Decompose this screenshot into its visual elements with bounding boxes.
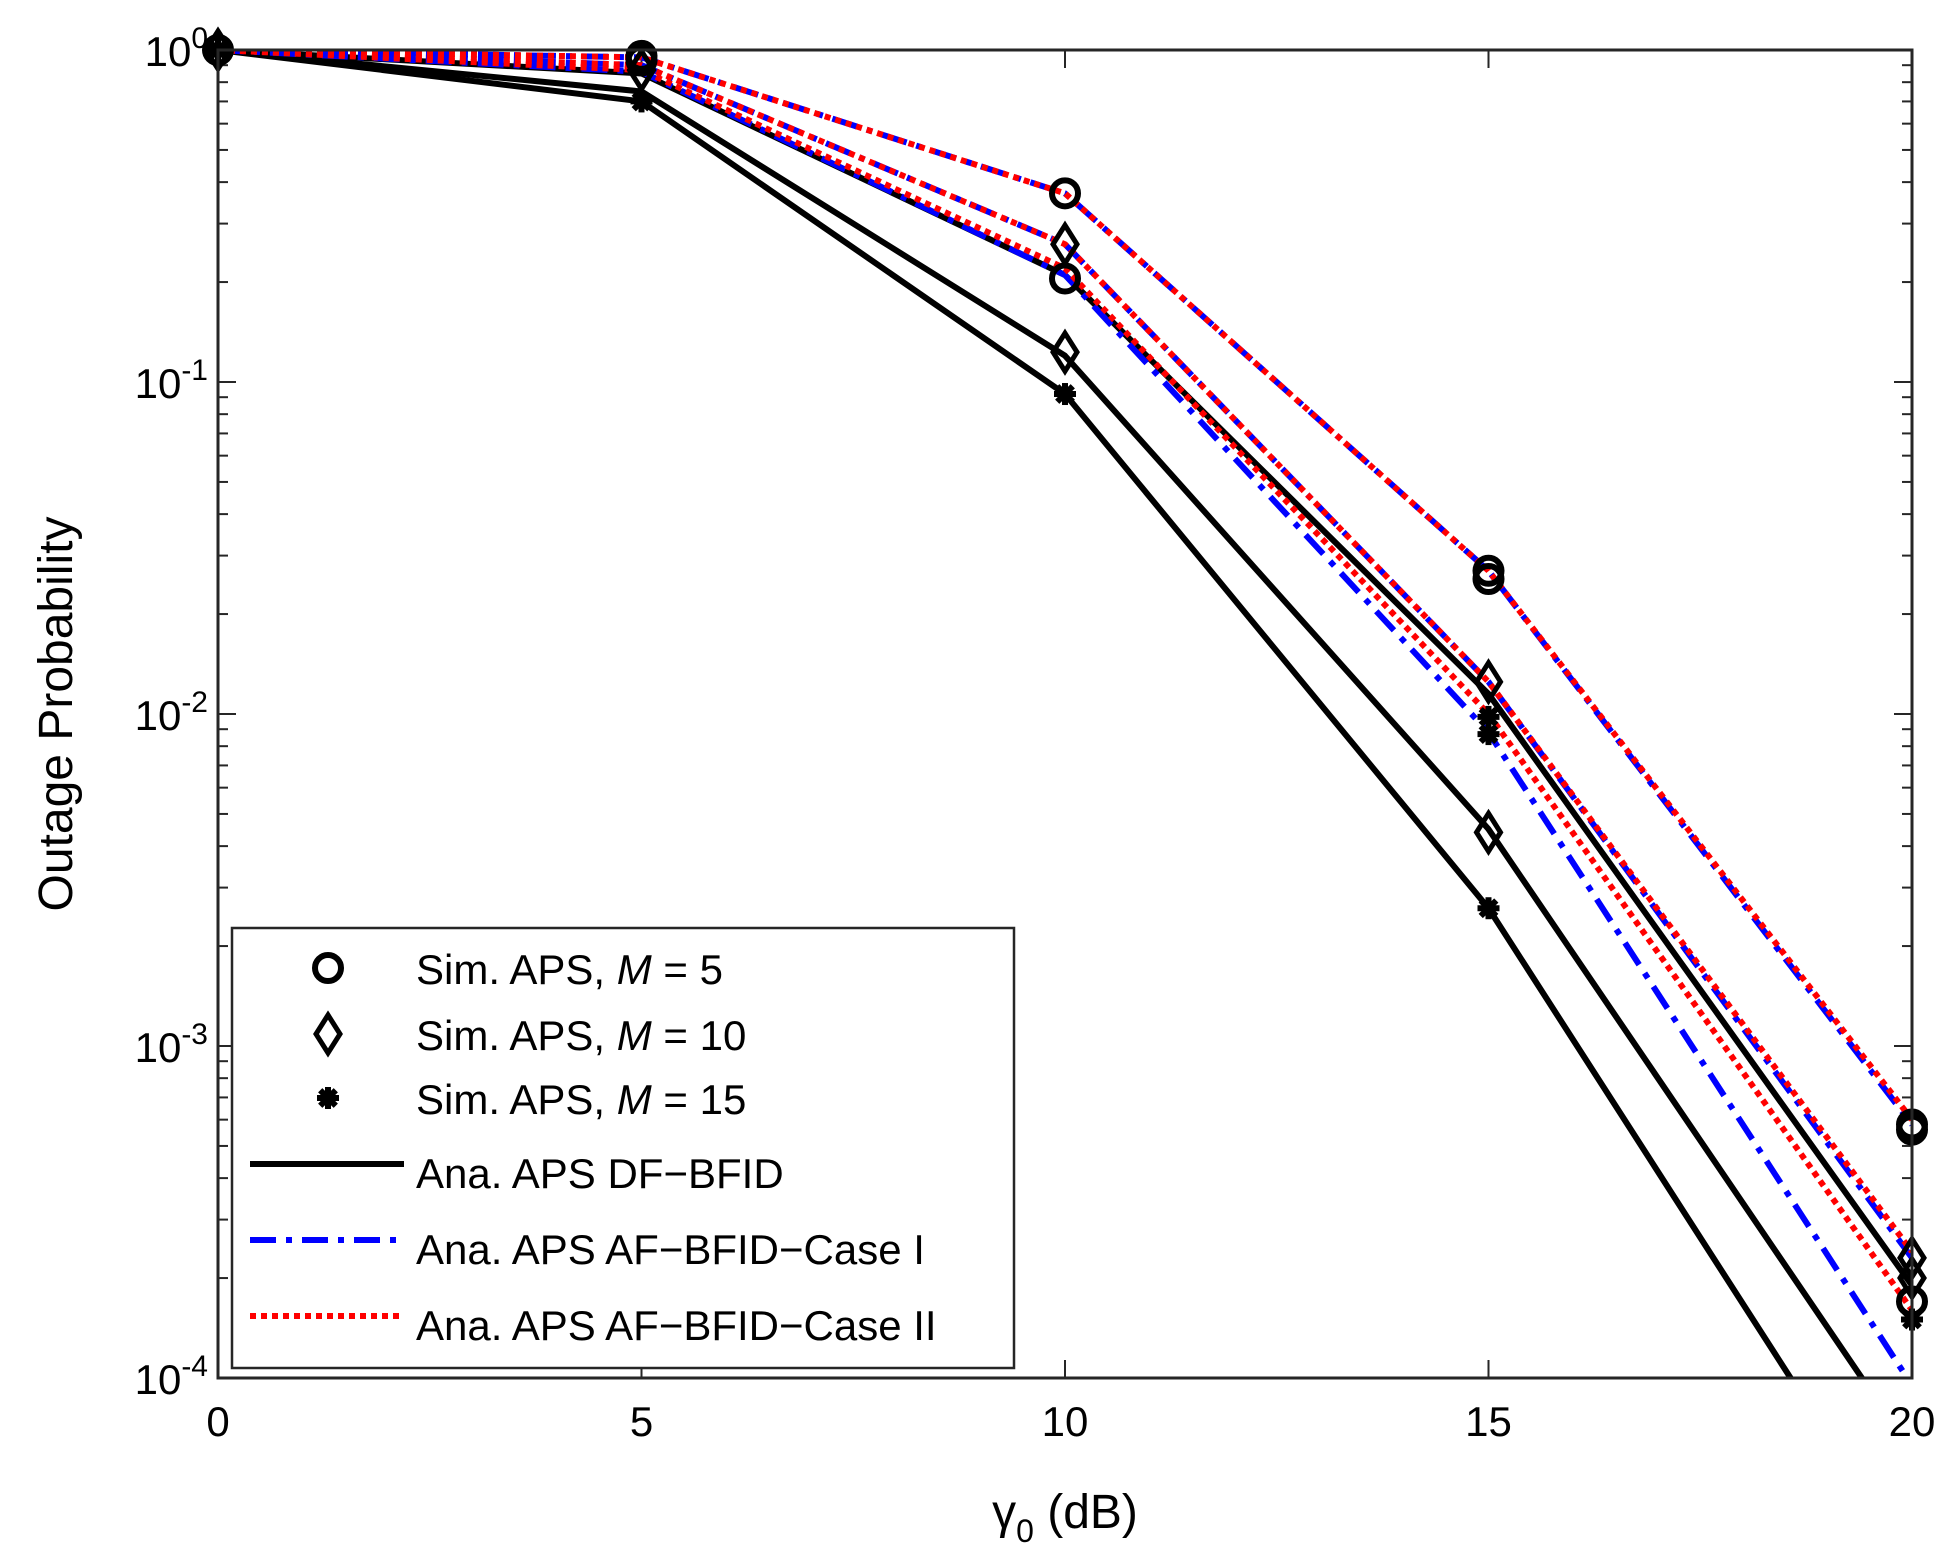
x-tick-label: 20	[1889, 1398, 1936, 1445]
y-tick-label: 10-4	[135, 1350, 208, 1403]
legend-symbol-asterisk	[317, 1087, 339, 1109]
marker-diamond	[1050, 220, 1080, 268]
y-tick-label: 10-2	[135, 686, 208, 739]
series-line-6	[218, 50, 1912, 1122]
series-line-1	[218, 50, 1866, 1378]
y-axis-title: Outage Probability	[30, 517, 83, 912]
marker-asterisk	[1054, 383, 1076, 406]
x-tick-label: 0	[206, 1398, 229, 1445]
legend-label-4: Ana. APS AF−BFID−Case I	[416, 1226, 925, 1273]
series-line-3	[218, 50, 1912, 1127]
marker-diamond	[1473, 658, 1504, 706]
x-axis-symbol: γ	[992, 1486, 1016, 1539]
marker-asterisk	[1477, 897, 1500, 920]
series-line-7	[218, 50, 1912, 1254]
marker-asterisk	[630, 90, 653, 113]
marker-diamond	[1050, 328, 1080, 376]
legend-label-1: Sim. APS, M = 10	[416, 1012, 746, 1059]
marker-asterisk	[1477, 723, 1500, 746]
y-tick-label: 10-1	[135, 354, 208, 407]
x-axis-subscript: 0	[1016, 1513, 1034, 1549]
y-tick-label: 10-3	[135, 1018, 208, 1071]
series-lines	[218, 50, 1912, 1378]
legend-symbol-diamond	[313, 1010, 343, 1058]
legend: Sim. APS, M = 5 Sim. APS, M = 10 Sim. APS,…	[230, 926, 1016, 1370]
series-line-5	[218, 50, 1911, 1378]
marker-circle	[1049, 177, 1081, 210]
x-tick-labels: 0 5 10 15 20	[206, 1398, 1935, 1445]
y-tick-labels: 10-4 10-3 10-2 10-1 100	[135, 22, 208, 1403]
marker-diamond	[626, 46, 657, 94]
x-tick-label: 15	[1465, 1398, 1512, 1445]
x-tick-label: 10	[1042, 1398, 1089, 1445]
x-axis-title: γ0 (dB)	[992, 1486, 1138, 1549]
legend-label-2: Sim. APS, M = 15	[416, 1076, 746, 1123]
x-tick-label: 5	[630, 1398, 653, 1445]
marker-circle	[1472, 563, 1505, 596]
legend-label-5: Ana. APS AF−BFID−Case II	[416, 1302, 937, 1349]
marker-diamond	[1473, 808, 1504, 857]
legend-box	[230, 926, 1016, 1370]
plot-frame	[216, 48, 1914, 1380]
x-axis-unit: (dB)	[1034, 1486, 1138, 1539]
legend-label-0: Sim. APS, M = 5	[416, 946, 723, 993]
legend-label-3: Ana. APS DF−BFID	[416, 1150, 784, 1197]
y-tick-label: 100	[145, 22, 208, 75]
legend-symbol-circle	[312, 952, 344, 984]
